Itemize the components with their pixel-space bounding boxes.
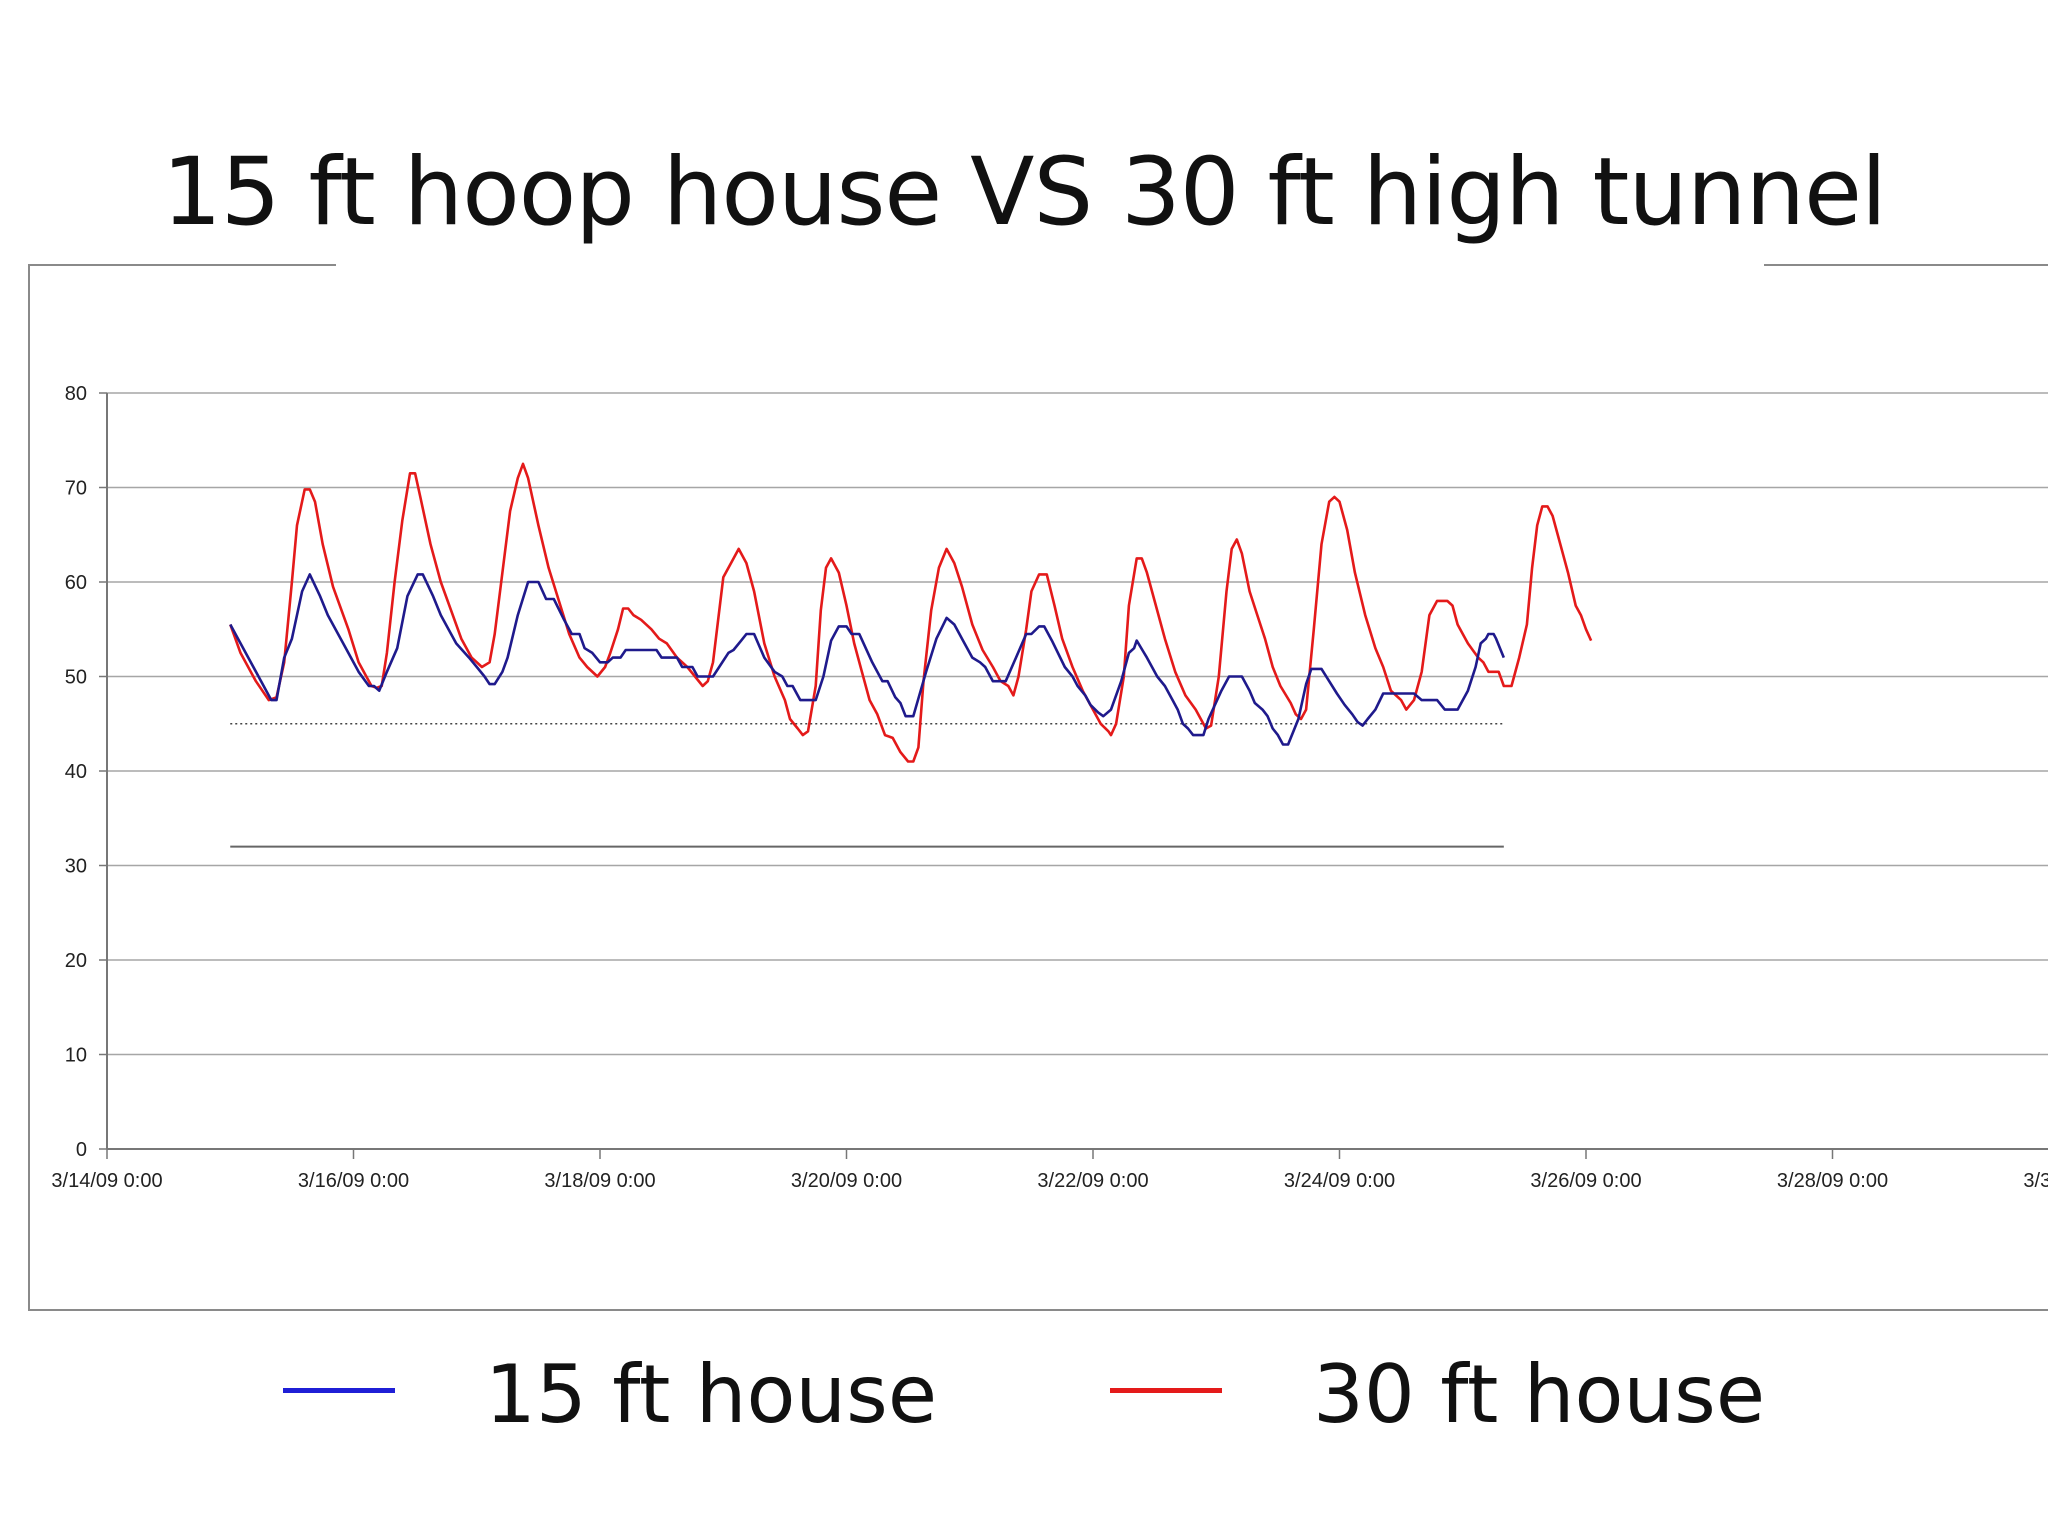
- legend-item-30-ft-house: 30 ft house: [0, 1340, 2048, 1460]
- slide-title: 15 ft hoop house VS 30 ft high tunnel: [161, 138, 1887, 247]
- legend: 15 ft house 30 ft house: [0, 1340, 2048, 1460]
- series-lines: [229, 462, 1593, 763]
- legend-item-15-ft-house: 15 ft house: [0, 1340, 1024, 1460]
- x-tick-label: 3/26/09 0:00: [1530, 1170, 1641, 1192]
- x-tick-label: 3/20/09 0:00: [791, 1170, 902, 1192]
- y-tick-labels: 0 10 20 30 40 50 60 70 80: [65, 383, 87, 1161]
- reference-lines: [230, 722, 1504, 848]
- legend-swatch-blue: [283, 1388, 395, 1393]
- x-tick-label: 3/28/09 0:00: [1777, 1170, 1888, 1192]
- x-tick-label: 3/22/09 0:00: [1037, 1170, 1148, 1192]
- series-line-30-ft-house: [229, 462, 1593, 763]
- legend-label-15-ft-house: 15 ft house: [485, 1348, 938, 1441]
- x-tick-label: 3/16/09 0:00: [298, 1170, 409, 1192]
- gridlines: [107, 392, 2048, 1056]
- axes: [99, 392, 2048, 1159]
- x-tick-label: 3/24/09 0:00: [1284, 1170, 1395, 1192]
- y-tick-label: 10: [65, 1045, 87, 1067]
- x-tick-label: 3/18/09 0:00: [544, 1170, 655, 1192]
- y-tick-label: 70: [65, 478, 87, 500]
- y-tick-label: 80: [65, 383, 87, 405]
- x-tick-label: 3/30/09 0:00: [2023, 1170, 2048, 1192]
- y-tick-label: 50: [65, 667, 87, 689]
- x-tick-labels: 3/14/09 0:00 3/16/09 0:00 3/18/09 0:00 3/20…: [51, 1170, 2048, 1192]
- y-tick-label: 20: [65, 950, 87, 972]
- chart-frame: [28, 264, 2048, 1311]
- y-tick-label: 30: [65, 856, 87, 878]
- chart-border: [28, 264, 2048, 1311]
- y-tick-label: 40: [65, 761, 87, 783]
- series-line-15-ft-house: [229, 573, 1506, 746]
- y-tick-label: 0: [76, 1139, 87, 1161]
- legend-label-30-ft-house: 30 ft house: [1313, 1348, 1766, 1441]
- y-tick-label: 60: [65, 572, 87, 594]
- legend-swatch-red: [1110, 1388, 1222, 1393]
- x-tick-label: 3/14/09 0:00: [51, 1170, 162, 1192]
